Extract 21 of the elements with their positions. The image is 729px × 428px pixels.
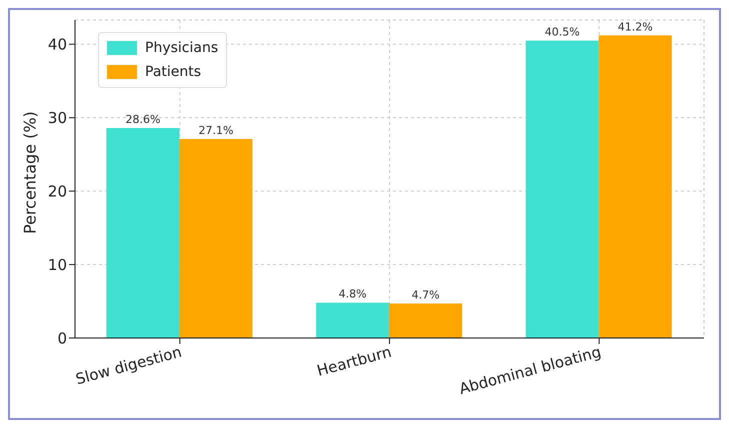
y-tick-label: 40	[48, 36, 67, 54]
data-label: 27.1%	[198, 124, 234, 137]
y-tick-label: 10	[48, 256, 67, 274]
bar	[598, 35, 672, 338]
bar	[526, 40, 599, 338]
legend-label: Patients	[145, 63, 202, 82]
bar	[179, 138, 252, 338]
y-tick-label: 20	[48, 182, 67, 200]
bar	[389, 303, 462, 338]
y-tick-label: 30	[48, 109, 67, 127]
bar	[316, 302, 390, 338]
x-tick-label: Slow digestion	[74, 342, 184, 388]
data-label: 41.2%	[618, 20, 653, 34]
legend-label: Physicians	[145, 39, 218, 58]
data-label: 28.6%	[125, 112, 160, 126]
bar	[106, 128, 180, 338]
y-tick-label: 0	[57, 329, 67, 348]
data-label: 40.5%	[544, 26, 580, 39]
y-axis-title: Percentage (%)	[20, 111, 40, 234]
data-label: 4.8%	[338, 288, 367, 301]
data-label: 4.7%	[412, 288, 440, 302]
